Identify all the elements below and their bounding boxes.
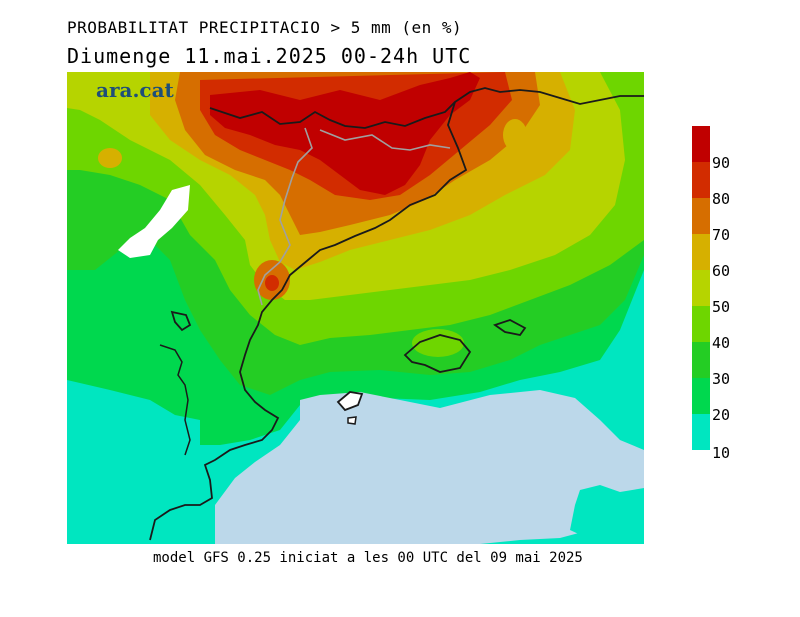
map-canvas [67, 72, 644, 544]
field-cell [570, 485, 644, 544]
coastline [170, 310, 192, 332]
menorca-outline [493, 319, 527, 336]
legend-label: 40 [712, 334, 731, 352]
coastline [209, 87, 644, 129]
field-cell [503, 119, 527, 151]
legend-swatch [692, 270, 710, 306]
legend-swatch [692, 378, 710, 414]
sea-area [215, 390, 644, 544]
mallorca-outline [403, 334, 472, 373]
field-90-100 [210, 72, 480, 195]
legend-swatch [692, 198, 710, 234]
legend-label: 50 [712, 298, 731, 316]
legend-swatch [692, 162, 710, 198]
legend-swatch [692, 306, 710, 342]
legend-label: 10 [712, 444, 731, 462]
color-legend [692, 126, 710, 450]
legend-label: 60 [712, 262, 731, 280]
field-cell [98, 148, 122, 168]
coastline [159, 344, 191, 456]
legend-swatch [692, 234, 710, 270]
border-line [257, 127, 313, 306]
legend-swatch [692, 414, 710, 450]
border-line [319, 129, 451, 151]
legend-label: 90 [712, 154, 731, 172]
legend-label: 30 [712, 370, 731, 388]
legend-label: 20 [712, 406, 731, 424]
legend-label: 70 [712, 226, 731, 244]
coastline [149, 101, 468, 541]
formentera-outline [347, 416, 357, 425]
no-data-area [118, 185, 190, 258]
probability-map [67, 72, 644, 544]
legend-swatch [692, 342, 710, 378]
field-cell [265, 275, 279, 291]
map-title: PROBABILITAT PRECIPITACIO > 5 mm (en %) [67, 18, 463, 37]
model-info-footer: model GFS 0.25 iniciat a les 00 UTC del … [153, 550, 583, 566]
ara-cat-logo: ara.cat [96, 78, 174, 102]
map-subtitle: Diumenge 11.mai.2025 00-24h UTC [67, 44, 472, 68]
legend-swatch [692, 126, 710, 162]
eivissa-outline [336, 391, 364, 412]
legend-label: 80 [712, 190, 731, 208]
field-cell [412, 329, 464, 357]
